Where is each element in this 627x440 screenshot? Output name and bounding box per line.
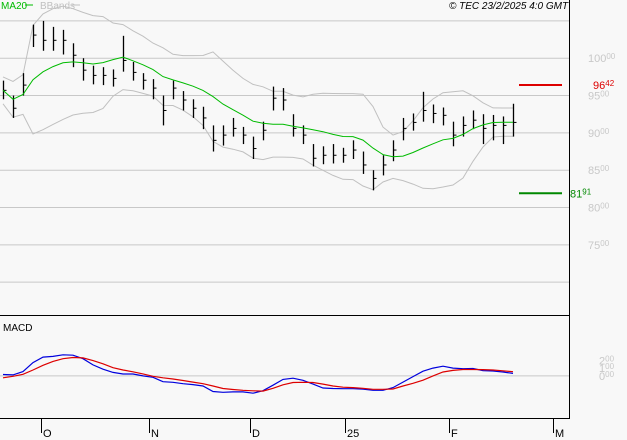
price-bar: [392, 140, 397, 162]
bband-upper: [2, 5, 513, 136]
price-bar: [132, 61, 137, 81]
price-bar: [102, 67, 107, 86]
price-bar: [482, 114, 487, 145]
price-bar: [82, 58, 87, 81]
macd-title: MACD: [3, 323, 32, 334]
support-label: 8191: [570, 187, 592, 200]
price-bar: [272, 86, 277, 111]
price-bar: [212, 125, 217, 152]
price-bar: [432, 104, 437, 124]
price-bar: [2, 80, 7, 100]
x-tick-label: 25: [347, 428, 359, 440]
price-bar: [492, 114, 497, 141]
price-bar: [442, 107, 447, 126]
price-bar: [502, 116, 507, 145]
legend-ma20: MA20: [1, 1, 28, 12]
bband-lower: [2, 89, 513, 191]
price-bar: [462, 116, 467, 137]
price-bar: [32, 24, 37, 48]
price-bar: [232, 117, 237, 137]
x-tick-label: M: [555, 428, 564, 440]
price-bar: [112, 69, 117, 87]
price-bar: [172, 80, 177, 100]
price-bar: [352, 140, 357, 159]
price-bar: [472, 110, 477, 130]
price-bar: [372, 170, 377, 191]
price-grid: 10000 9500 9000 8500 8000 7500: [0, 20, 616, 283]
ma20-polyline: [2, 56, 513, 158]
price-bar: [252, 136, 257, 159]
price-bar: [152, 79, 157, 100]
y-tick-label: 7500: [588, 239, 610, 252]
ma20-line: [2, 56, 513, 158]
legend-bbands: BBands: [40, 1, 75, 12]
price-levels: 9642 8191: [519, 79, 615, 200]
price-bar: [402, 117, 407, 141]
price-bar: [62, 29, 67, 55]
price-bar: [312, 144, 317, 167]
price-bar: [452, 121, 457, 147]
price-bars: [2, 20, 517, 191]
price-bar: [72, 43, 77, 68]
price-bar: [412, 113, 417, 131]
price-bar: [382, 155, 387, 176]
price-bar: [182, 91, 187, 111]
price-bar: [92, 65, 97, 85]
x-tick-label: D: [252, 428, 260, 440]
x-tick-label: N: [151, 428, 159, 440]
price-bar: [262, 121, 267, 141]
price-bar: [422, 91, 427, 122]
price-bar: [202, 106, 207, 130]
y-tick-label: 8000: [588, 202, 610, 215]
x-tick-label: O: [43, 428, 52, 440]
price-bar: [222, 125, 227, 146]
price-bar: [322, 146, 327, 165]
price-bar: [142, 73, 147, 90]
resistance-label: 9642: [593, 79, 615, 92]
y-tick-label: 9000: [588, 127, 610, 140]
price-bar: [192, 99, 197, 118]
price-bar: [52, 26, 57, 51]
price-bar: [302, 125, 307, 145]
price-bar: [122, 35, 127, 72]
price-bar: [282, 88, 287, 111]
price-bar: [242, 126, 247, 145]
price-bar: [22, 73, 27, 96]
price-bar: [342, 147, 347, 163]
price-bar: [362, 151, 367, 174]
y-tick-label: 9500: [588, 90, 610, 103]
macd-tick-label: 200: [599, 354, 615, 367]
price-bar: [292, 114, 297, 137]
price-bar: [42, 20, 47, 51]
x-tick-label: F: [451, 428, 458, 440]
price-bar: [512, 103, 517, 137]
price-bar: [332, 144, 337, 164]
signal-line: [2, 356, 514, 392]
macd-tick-label: 000: [599, 370, 615, 383]
y-tick-label: 8500: [588, 164, 610, 177]
macd-tick-label: 100: [599, 362, 615, 375]
time-axis: O N D 25 F M: [41, 419, 564, 440]
price-bar: [162, 95, 167, 126]
bollinger-bands: [2, 5, 513, 191]
macd-line: [2, 354, 514, 394]
copyright: © TEC 23/2/2025 4:0 GMT: [449, 1, 569, 12]
y-tick-label: 10000: [588, 52, 616, 65]
